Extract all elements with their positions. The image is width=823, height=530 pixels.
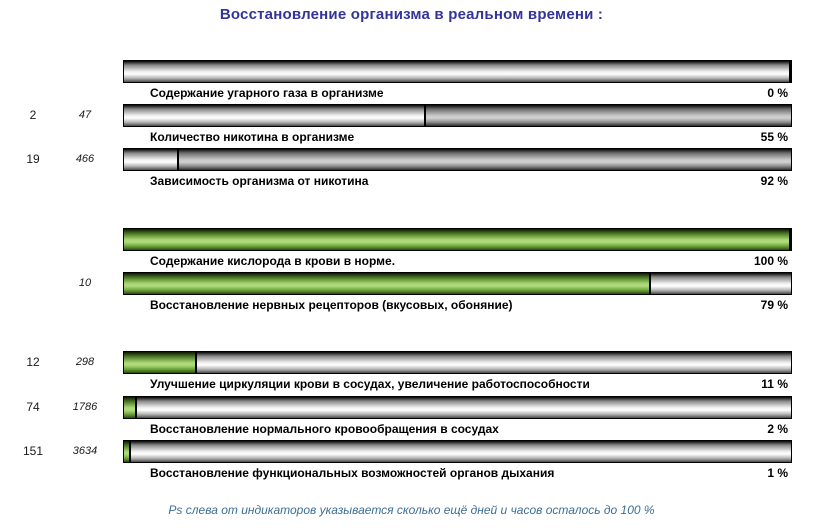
indicator-label: Восстановление функциональных возможност… bbox=[150, 466, 555, 480]
indicator-row-nicotine-amount: 2 47 Количество никотина в организме 55 … bbox=[0, 104, 823, 146]
indicator-percent: 55 % bbox=[760, 130, 788, 144]
progress-bar bbox=[123, 351, 792, 374]
hours-remaining bbox=[60, 60, 110, 83]
indicator-row-nerve-receptors: 10 Восстановление нервных рецепторов (вк… bbox=[0, 272, 823, 314]
indicator-label: Улучшение циркуляции крови в сосудах, ув… bbox=[150, 377, 590, 391]
days-remaining: 151 bbox=[22, 444, 44, 458]
indicator-row-normal-blood-flow: 74 1786 Восстановление нормального крово… bbox=[0, 396, 823, 438]
days-remaining: 19 bbox=[26, 152, 40, 166]
hours-remaining: 10 bbox=[78, 277, 92, 289]
indicator-percent: 92 % bbox=[760, 174, 788, 188]
indicator-percent: 2 % bbox=[767, 422, 788, 436]
indicator-row-blood-circulation: 12 298 Улучшение циркуляции крови в сосу… bbox=[0, 351, 823, 393]
indicator-row-respiratory-function: 151 3634 Восстановление функциональных в… bbox=[0, 440, 823, 482]
indicator-row-nicotine-dependence: 19 466 Зависимость организма от никотина… bbox=[0, 148, 823, 190]
indicator-row-blood-oxygen: Содержание кислорода в крови в норме. 10… bbox=[0, 228, 823, 270]
progress-bar bbox=[123, 60, 792, 83]
indicator-row-carbon-monoxide: Содержание угарного газа в организме 0 % bbox=[0, 60, 823, 102]
days-remaining bbox=[13, 272, 53, 295]
indicator-label: Восстановление нормального кровообращени… bbox=[150, 422, 499, 436]
days-remaining: 12 bbox=[26, 355, 40, 369]
progress-fill bbox=[124, 352, 198, 373]
days-remaining bbox=[13, 60, 53, 83]
footnote: Ps слева от индикаторов указывается скол… bbox=[168, 503, 655, 517]
progress-bar bbox=[123, 104, 792, 127]
progress-fill bbox=[424, 105, 791, 126]
progress-fill bbox=[789, 61, 791, 82]
indicator-percent: 79 % bbox=[760, 298, 788, 312]
page-title: Восстановление организма в реальном врем… bbox=[219, 6, 604, 23]
hours-remaining: 3634 bbox=[72, 445, 98, 457]
hours-remaining: 466 bbox=[75, 153, 95, 165]
progress-fill bbox=[124, 397, 138, 418]
progress-fill bbox=[124, 273, 651, 294]
progress-fill bbox=[124, 441, 131, 462]
hours-remaining bbox=[60, 228, 110, 251]
days-remaining: 2 bbox=[29, 108, 37, 122]
progress-bar bbox=[123, 228, 792, 251]
indicator-percent: 11 % bbox=[761, 377, 788, 391]
hours-remaining: 47 bbox=[78, 109, 92, 121]
indicator-percent: 1 % bbox=[767, 466, 788, 480]
progress-bar bbox=[123, 272, 792, 295]
indicator-label: Количество никотина в организме bbox=[150, 130, 355, 144]
indicator-label: Содержание угарного газа в организме bbox=[150, 86, 384, 100]
progress-fill bbox=[124, 229, 791, 250]
indicator-percent: 0 % bbox=[767, 86, 788, 100]
indicator-percent: 100 % bbox=[753, 254, 788, 268]
indicator-label: Зависимость организма от никотина bbox=[150, 174, 369, 188]
days-remaining bbox=[13, 228, 53, 251]
indicator-label: Содержание кислорода в крови в норме. bbox=[150, 254, 396, 268]
days-remaining: 74 bbox=[26, 400, 40, 414]
progress-bar bbox=[123, 396, 792, 419]
progress-bar bbox=[123, 148, 792, 171]
hours-remaining: 1786 bbox=[72, 401, 98, 413]
indicator-label: Восстановление нервных рецепторов (вкусо… bbox=[150, 298, 513, 312]
hours-remaining: 298 bbox=[75, 356, 95, 368]
progress-fill bbox=[177, 149, 791, 170]
progress-bar bbox=[123, 440, 792, 463]
